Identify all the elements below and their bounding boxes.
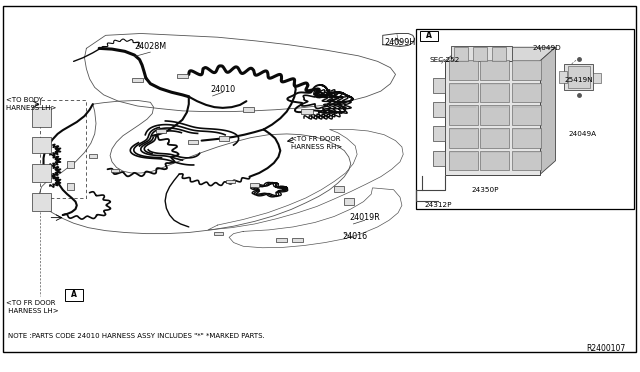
- Text: 24312P: 24312P: [425, 202, 452, 208]
- Bar: [219, 136, 229, 141]
- Text: 24019R: 24019R: [349, 213, 380, 222]
- Bar: [177, 74, 188, 78]
- Bar: [214, 232, 223, 235]
- Bar: [559, 71, 567, 83]
- Bar: [250, 183, 259, 187]
- Bar: [451, 46, 512, 61]
- Text: <TO FR DOOR
 HARNESS LH>: <TO FR DOOR HARNESS LH>: [6, 300, 59, 314]
- Bar: [276, 238, 287, 242]
- Bar: [449, 151, 477, 170]
- Text: <TO BODY
HARNESS LH>: <TO BODY HARNESS LH>: [6, 97, 57, 111]
- Text: 24049D: 24049D: [533, 45, 561, 51]
- Polygon shape: [445, 47, 556, 61]
- Bar: [593, 73, 601, 83]
- Bar: [512, 105, 541, 125]
- Bar: [449, 105, 477, 125]
- Text: NOTE :PARTS CODE 24010 HARNESS ASSY INCLUDES "*" *MARKED PARTS.: NOTE :PARTS CODE 24010 HARNESS ASSY INCL…: [8, 333, 264, 339]
- Polygon shape: [540, 47, 556, 175]
- Bar: [243, 107, 254, 112]
- Bar: [88, 154, 97, 158]
- Bar: [564, 64, 593, 90]
- Text: 24099H: 24099H: [385, 38, 415, 47]
- Bar: [67, 183, 74, 190]
- Bar: [512, 151, 541, 170]
- Bar: [67, 161, 74, 168]
- Bar: [416, 29, 634, 209]
- Bar: [132, 78, 143, 82]
- Text: 24049A: 24049A: [568, 131, 596, 137]
- Bar: [433, 151, 445, 166]
- Bar: [480, 128, 509, 148]
- Bar: [433, 102, 445, 117]
- Bar: [111, 169, 119, 172]
- Bar: [492, 47, 506, 61]
- Bar: [32, 107, 51, 127]
- Bar: [156, 129, 166, 133]
- Bar: [65, 289, 83, 301]
- Bar: [226, 180, 235, 183]
- Text: 24010: 24010: [210, 85, 236, 94]
- Bar: [449, 128, 477, 148]
- Text: A: A: [426, 31, 432, 40]
- Text: 24350P: 24350P: [472, 187, 499, 193]
- Bar: [445, 61, 540, 175]
- Text: A: A: [71, 290, 77, 299]
- Bar: [480, 83, 509, 102]
- Bar: [512, 83, 541, 102]
- Bar: [188, 140, 198, 144]
- Text: R2400107: R2400107: [587, 344, 626, 353]
- Bar: [301, 109, 313, 114]
- Bar: [32, 137, 51, 153]
- Bar: [480, 60, 509, 80]
- Bar: [32, 164, 51, 182]
- Bar: [512, 128, 541, 148]
- Bar: [449, 60, 477, 80]
- Bar: [454, 47, 468, 61]
- Bar: [420, 31, 438, 41]
- Text: <TO FR DOOR
HARNESS RH>: <TO FR DOOR HARNESS RH>: [291, 136, 342, 150]
- Bar: [433, 78, 445, 93]
- Bar: [344, 198, 354, 205]
- Bar: [32, 193, 51, 211]
- Text: 24028M: 24028M: [134, 42, 166, 51]
- Bar: [480, 105, 509, 125]
- Text: SEC.252: SEC.252: [429, 57, 460, 62]
- Bar: [292, 238, 303, 242]
- Text: 24016: 24016: [342, 232, 368, 241]
- Bar: [433, 126, 445, 141]
- Bar: [512, 60, 541, 80]
- Bar: [473, 47, 487, 61]
- Bar: [568, 66, 590, 88]
- Text: 25419N: 25419N: [565, 77, 593, 83]
- Bar: [335, 186, 344, 192]
- Bar: [480, 151, 509, 170]
- Bar: [449, 83, 477, 102]
